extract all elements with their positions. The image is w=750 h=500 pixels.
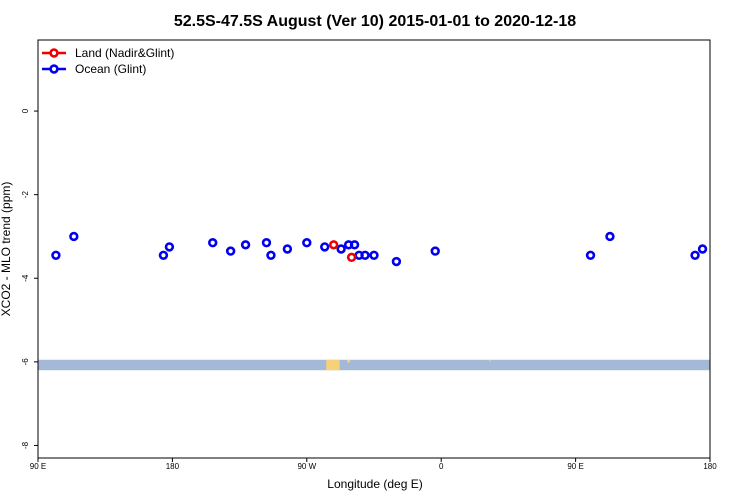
x-tick-label: 180 (703, 462, 717, 471)
y-axis: 0 -2 -4 -6 -8 (21, 108, 38, 449)
map-land-patch (326, 359, 340, 371)
land-point (346, 252, 357, 263)
ocean-point (697, 244, 708, 254)
legend-ocean-label: Ocean (Glint) (75, 62, 146, 76)
y-tick-label: -2 (21, 191, 30, 199)
ocean-point (349, 240, 360, 250)
ocean-point (240, 240, 251, 250)
ocean-point (585, 250, 596, 260)
legend: Land (Nadir&Glint) Ocean (Glint) (42, 46, 174, 76)
y-tick-label: -4 (21, 274, 30, 282)
x-tick-label: 90 W (297, 462, 316, 471)
ocean-point (69, 231, 79, 242)
map-ocean-strip (38, 359, 710, 371)
x-tick-label: 90 E (567, 462, 583, 471)
ocean-point (320, 242, 330, 252)
ocean-point (391, 256, 402, 267)
map-band (38, 359, 710, 371)
legend-ocean-marker (49, 64, 59, 74)
y-tick-label: 0 (21, 108, 30, 113)
ocean-point (369, 250, 379, 260)
ocean-point (282, 244, 293, 254)
ocean-point (690, 250, 700, 260)
y-tick-label: -8 (21, 441, 30, 449)
ocean-point (430, 246, 440, 256)
map-land-patch (488, 359, 491, 362)
x-axis: 90 E 180 90 W 0 90 E 180 (30, 458, 717, 471)
x-tick-label: 0 (439, 462, 444, 471)
ocean-point (605, 231, 615, 242)
map-land-patch (347, 359, 351, 363)
ocean-point (158, 250, 169, 260)
ocean-point (208, 238, 218, 248)
ocean-point (51, 250, 61, 260)
x-axis-label: Longitude (deg E) (327, 477, 422, 491)
y-axis-label: XCO2 - MLO trend (ppm) (0, 182, 13, 317)
ocean-point (164, 242, 175, 252)
legend-land-marker (49, 48, 59, 58)
x-tick-label: 90 E (30, 462, 46, 471)
land-point (328, 240, 339, 250)
ocean-point (360, 250, 370, 260)
legend-land-label: Land (Nadir&Glint) (75, 46, 174, 60)
ocean-point (302, 238, 312, 248)
chart-title: 52.5S-47.5S August (Ver 10) 2015-01-01 t… (174, 13, 576, 30)
data-points (51, 231, 708, 267)
x-tick-label: 180 (166, 462, 180, 471)
ocean-point (225, 246, 236, 256)
ocean-point (261, 238, 272, 248)
plot-frame (37, 39, 711, 459)
ocean-point (266, 250, 276, 260)
ocean-point (336, 244, 346, 254)
y-tick-label: -6 (21, 358, 30, 366)
